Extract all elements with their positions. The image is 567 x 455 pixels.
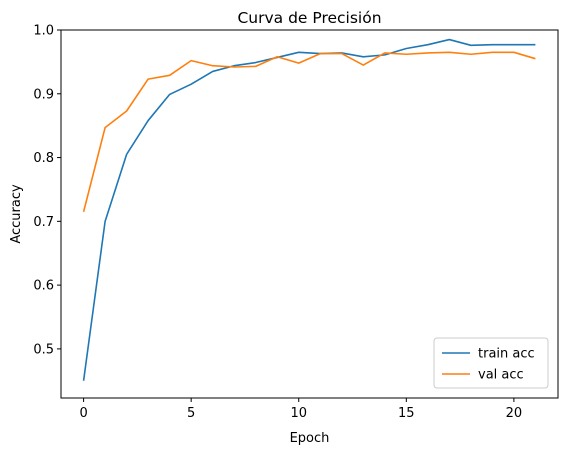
x-tick-label: 20 — [506, 406, 523, 421]
legend-label: train acc — [478, 347, 535, 362]
x-tick-label: 10 — [290, 406, 307, 421]
y-tick-label: 0.6 — [33, 279, 54, 294]
y-tick-label: 0.8 — [33, 151, 54, 166]
chart-title: Curva de Precisión — [237, 9, 381, 27]
legend: train acc val acc — [434, 338, 548, 388]
legend-label: val acc — [478, 368, 524, 383]
y-tick-label: 0.5 — [33, 342, 54, 357]
x-tick-label: 0 — [79, 406, 87, 421]
x-axis-label: Epoch — [290, 431, 330, 446]
x-tick-label: 15 — [398, 406, 415, 421]
y-tick-label: 0.7 — [33, 215, 54, 230]
y-axis-label: Accuracy — [9, 184, 24, 244]
x-tick-label: 5 — [187, 406, 195, 421]
y-tick-label: 1.0 — [33, 24, 54, 39]
y-tick-label: 0.9 — [33, 87, 54, 102]
